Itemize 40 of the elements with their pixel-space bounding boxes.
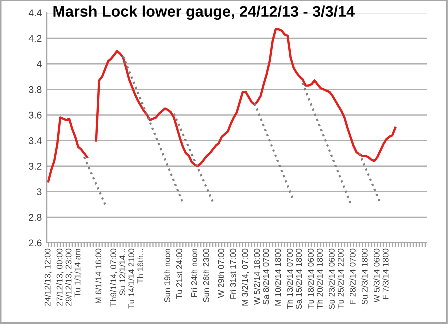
x-tick-label: Su 2/3/14 1800 <box>362 248 368 305</box>
x-tick-label: 29/12/13, 23:00 <box>66 248 73 306</box>
x-tick-label: Tu 14/1/14 2100 <box>128 248 135 309</box>
x-tick-label: F 7/3/14 1800 <box>382 248 389 300</box>
y-tick-label: 3 <box>37 188 42 196</box>
x-tick-label: Sun 19th noon <box>164 249 170 302</box>
y-tick-label: 4 <box>36 60 42 68</box>
x-tick-label: Sa 15/2/14 1800 <box>296 248 302 310</box>
x-tick-label: Tu 1/1/14 am <box>74 249 81 298</box>
y-tick-label: 2.8 <box>29 214 42 222</box>
x-tick-label: Sun 26th 2300 <box>203 248 210 302</box>
x-tick-label: M 6/1/14 16:00 <box>96 248 102 304</box>
x-tick-label: M 10/2/14 1800 <box>274 248 282 306</box>
x-tick-label: Th 20/2/14 1800 <box>316 248 323 310</box>
x-tick-label: Tu 18/2/14 0600 <box>308 248 314 309</box>
x-tick-label: 27/12/13, 00:00 <box>56 248 64 306</box>
x-tick-label: Fri 31st 17:00 <box>230 248 236 299</box>
x-tick-label: Tu 25/2/14 2200 <box>338 248 344 309</box>
x-tick-label: Su 23/2/14 0600 <box>328 248 335 310</box>
x-tick-label: 24/12/13, 12:00 <box>44 248 52 306</box>
y-tick-label: 3.8 <box>29 86 42 94</box>
x-tick-label: W 5/2/14 18:00 <box>254 248 260 306</box>
x-tick-label: Tu 21st 24:00 <box>176 248 182 300</box>
x-tick-label: W 5/3/14 0600 <box>374 248 380 303</box>
x-tick-label: Th9/1/14, 07:00 <box>110 248 118 307</box>
y-tick-label: 2.6 <box>29 240 42 247</box>
x-tick-label: Th 16th... <box>137 249 144 284</box>
x-tick-label: F 28/2/14 0700 <box>350 248 356 304</box>
x-tick-label: Fri 24th noon <box>191 249 198 297</box>
y-tick-label: 3.6 <box>29 112 42 119</box>
chart-title: Marsh Lock lower gauge, 24/12/13 - 3/3/14 <box>54 6 355 20</box>
x-tick-label: M 3/2/14, 07:00 <box>242 248 250 306</box>
x-tick-label: Su 12/1/14... <box>119 249 126 296</box>
x-tick-label: W 29th 07:00 <box>218 248 224 298</box>
x-tick-label: Th 13/2/14 0700 <box>286 248 294 310</box>
y-tick-label: 4.2 <box>28 35 42 42</box>
y-tick-label: 3.2 <box>29 163 42 170</box>
y-tick-label: 4.4 <box>28 10 42 16</box>
x-tick-label: Sa 8/2/14 0700 <box>263 248 270 305</box>
y-tick-label: 3.4 <box>29 137 42 144</box>
